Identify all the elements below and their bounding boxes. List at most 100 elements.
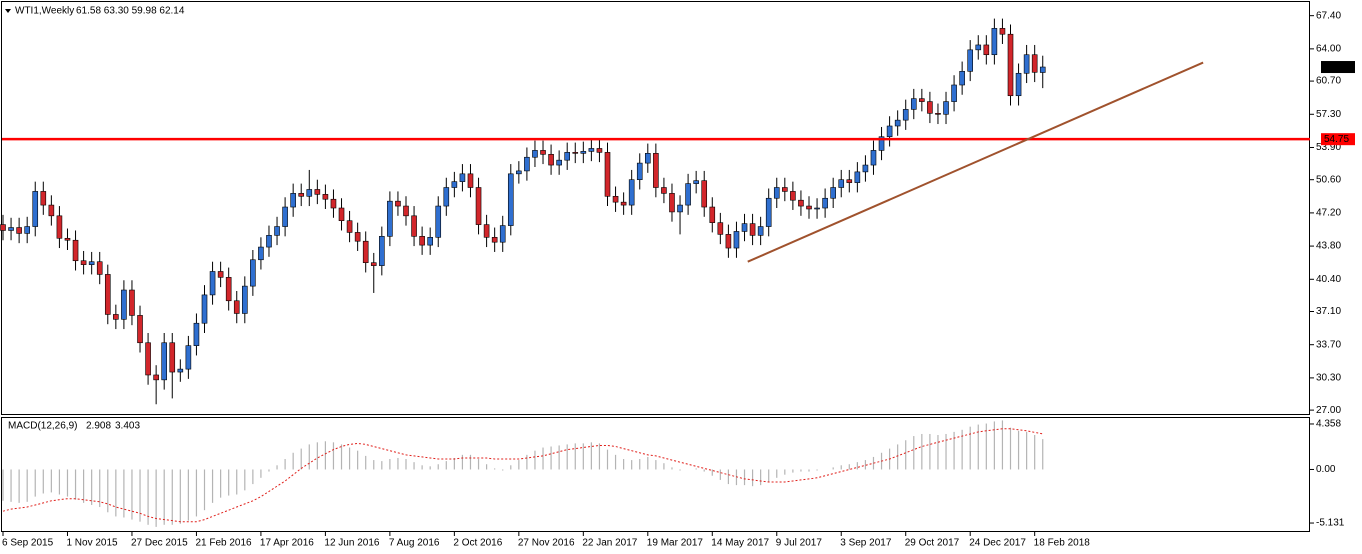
x-tick-label: 1 Nov 2015 — [66, 538, 118, 549]
candle-body — [306, 189, 313, 197]
candle-body — [475, 187, 482, 225]
x-tick-label: 27 Nov 2016 — [518, 538, 575, 549]
candle-body — [491, 237, 498, 243]
candle-body — [524, 156, 530, 172]
candle-body — [459, 173, 466, 182]
candle-body — [48, 204, 55, 217]
candle-body — [814, 207, 820, 210]
candle-body — [362, 240, 369, 263]
candle-body — [725, 234, 732, 249]
candle-body — [80, 260, 87, 265]
candle-body — [644, 153, 651, 164]
candle-body — [387, 200, 393, 237]
candle-body — [169, 342, 176, 373]
trendline — [747, 61, 1204, 263]
x-tick-label: 19 Mar 2017 — [647, 538, 704, 549]
candle-body — [620, 201, 627, 206]
candle-body — [943, 101, 949, 115]
current-price-label: 62.14 — [1324, 62, 1349, 73]
y-tick-label: -5.131 — [1316, 518, 1345, 529]
candle-body — [765, 197, 772, 227]
candle-body — [935, 113, 941, 115]
candle-body — [314, 189, 321, 195]
candle-body — [902, 109, 909, 121]
candle-body — [507, 173, 514, 226]
x-tick-label: 7 Aug 2016 — [389, 538, 440, 549]
candle-body — [395, 200, 401, 207]
candle-body — [153, 374, 159, 381]
candle-body — [919, 98, 925, 102]
y-tick-label: 0.00 — [1316, 464, 1336, 475]
candle-body — [56, 215, 63, 239]
hline-price-box — [1321, 133, 1355, 146]
candle-body — [806, 205, 812, 210]
candle-body — [588, 148, 595, 152]
x-tick-label: 6 Sep 2015 — [2, 538, 54, 549]
x-tick-label: 14 May 2017 — [711, 538, 769, 549]
candle-body — [499, 225, 506, 243]
candle-body — [330, 198, 337, 209]
candle-body — [225, 277, 232, 302]
x-tick-label: 17 Apr 2016 — [260, 538, 314, 549]
candle-body — [483, 224, 490, 238]
candle-body — [411, 215, 417, 237]
candle-body — [274, 226, 280, 236]
candle-body — [798, 199, 804, 207]
dropdown-icon[interactable] — [5, 9, 11, 13]
candle-body — [999, 28, 1006, 35]
x-tick-label: 29 Oct 2017 — [905, 538, 960, 549]
candle-body — [451, 181, 458, 188]
candle-body — [653, 153, 659, 188]
y-tick-label: 57.30 — [1316, 109, 1341, 120]
candle-body — [217, 271, 224, 278]
candle-body — [693, 180, 699, 184]
candle-body — [636, 162, 643, 180]
candle-body — [709, 206, 716, 223]
candle-body — [773, 187, 780, 199]
candle-body — [338, 207, 345, 222]
y-tick-label: 30.30 — [1316, 373, 1341, 384]
candle-body — [661, 187, 667, 194]
x-tick-label: 21 Feb 2016 — [195, 538, 252, 549]
candle-body — [669, 193, 675, 213]
candle-body — [927, 101, 933, 114]
y-tick-label: 60.70 — [1316, 76, 1341, 87]
candle-body — [322, 194, 329, 200]
macd-panel — [1, 417, 1310, 532]
x-tick-label: 27 Dec 2015 — [131, 538, 188, 549]
candle-body — [870, 150, 877, 166]
candle-body — [145, 342, 151, 376]
y-tick-label: 40.40 — [1316, 274, 1341, 285]
x-tick-label: 18 Feb 2018 — [1034, 538, 1091, 549]
candle-body — [32, 191, 39, 227]
candle-body — [282, 206, 288, 227]
signal-value: 3.403 — [115, 421, 140, 432]
candle-body — [298, 193, 305, 197]
signal-line — [2, 428, 1043, 523]
candle-body — [685, 183, 691, 206]
current-price-box — [1321, 61, 1355, 74]
candle-body — [757, 226, 764, 236]
candle-body — [113, 314, 119, 320]
candle-body — [822, 197, 828, 209]
candle-body — [266, 235, 272, 248]
y-tick-label: 67.40 — [1316, 10, 1341, 21]
candle-body — [242, 285, 248, 314]
candle-body — [790, 191, 796, 201]
macd-value: 2.908 — [86, 421, 111, 432]
candle-body — [975, 44, 982, 51]
candle-body — [8, 227, 14, 231]
candle-body — [64, 237, 71, 241]
x-tick-label: 2 Oct 2016 — [453, 538, 502, 549]
candle-body — [40, 191, 47, 206]
candle-body — [604, 152, 611, 197]
candle-body — [991, 28, 998, 56]
x-tick-label: 22 Jan 2017 — [582, 538, 637, 549]
candle-body — [403, 205, 409, 217]
candle-body — [548, 154, 554, 166]
candle-body — [419, 236, 425, 246]
x-tick-label: 3 Sep 2017 — [840, 538, 892, 549]
candle-body — [540, 150, 546, 155]
candle-body — [741, 223, 748, 232]
candle-body — [846, 179, 853, 183]
